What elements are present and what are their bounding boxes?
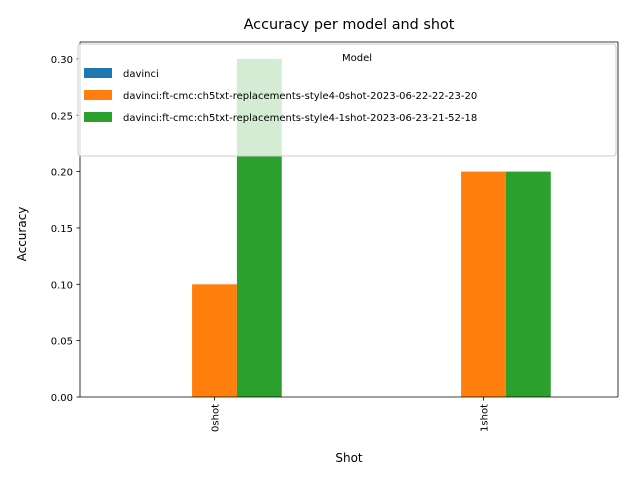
x-tick-label: 0shot (211, 404, 222, 432)
bar-1shot-series-3 (505, 171, 551, 397)
y-tick-label: 0.20 (51, 168, 73, 179)
bar-0shot-series-2 (192, 284, 237, 397)
legend-frame (77, 43, 617, 157)
x-axis-label: Shot (335, 451, 363, 465)
x-tick-label: 1shot (480, 404, 491, 432)
y-axis-label: Accuracy (15, 207, 29, 262)
legend-swatch-2 (84, 90, 112, 100)
legend-swatch-1 (84, 68, 112, 78)
y-tick-label: 0.15 (51, 224, 73, 235)
bar-1shot-series-2 (461, 171, 506, 397)
legend-entry-1: davinci (123, 69, 159, 80)
legend-swatch-3 (84, 112, 112, 122)
legend-entry-3: davinci:ft-cmc:ch5txt-replacements-style… (123, 113, 477, 124)
y-tick-label: 0.10 (51, 280, 73, 291)
y-tick-label: 0.25 (51, 111, 73, 122)
y-tick-label: 0.05 (51, 337, 73, 348)
legend-title: Model (342, 53, 372, 64)
y-tick-label: 0.30 (51, 55, 73, 66)
y-tick-label: 0.00 (51, 393, 73, 404)
legend: Model davinci davinci:ft-cmc:ch5txt-replac… (77, 43, 617, 157)
axes-layer: 0.00 0.05 0.10 0.15 0.20 0.25 0.30 0shot 1shot (51, 41, 619, 432)
chart-title: Accuracy per model and shot (244, 17, 455, 33)
legend-entry-2: davinci:ft-cmc:ch5txt-replacements-style… (123, 91, 477, 102)
